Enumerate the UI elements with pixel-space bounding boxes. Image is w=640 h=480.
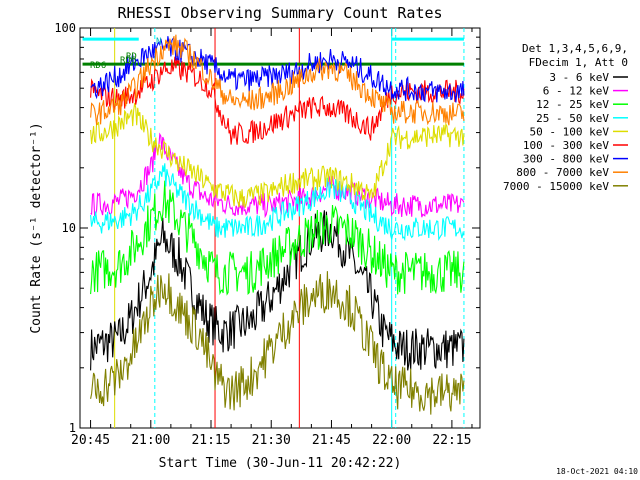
legend-entry-label: 300 - 800 keV (523, 153, 609, 166)
y-tick-label: 10 (62, 221, 76, 235)
x-tick-label: 21:15 (191, 433, 230, 448)
legend-entry-label: 100 - 300 keV (523, 139, 609, 152)
legend-entry-label: 800 - 7000 keV (516, 166, 609, 179)
y-axis: 1 10 100 (54, 21, 480, 435)
series-lines (90, 34, 465, 415)
series-line-5 (90, 56, 465, 145)
legend-entry-label: 6 - 12 keV (543, 85, 610, 98)
x-tick-label: 22:15 (432, 433, 471, 448)
series-line-2 (90, 180, 465, 296)
flag-label: RD6 (90, 61, 106, 71)
y-axis-label: Count Rate (s⁻¹ detector⁻¹) (29, 122, 44, 333)
x-axis: 20:45 21:00 21:15 21:30 21:45 22:00 22:15 (71, 28, 473, 448)
legend-entry-label: 25 - 50 keV (536, 112, 609, 125)
y-tick-label: 100 (54, 21, 76, 35)
x-tick-label: 21:45 (312, 433, 351, 448)
flag-lines (82, 37, 464, 66)
legend-entry-label: 3 - 6 keV (549, 71, 609, 84)
flag-label: RD (126, 52, 137, 62)
x-tick-label: 21:30 (252, 433, 291, 448)
series-line-7 (90, 34, 465, 126)
flag-label: RD6 (120, 56, 136, 66)
series-line-3 (90, 163, 465, 242)
footer-date: 18-Oct-2021 04:10 (556, 467, 638, 476)
series-line-1 (90, 132, 465, 219)
series-line-6 (90, 36, 465, 103)
legend-header: FDecim 1, Att 0 (529, 56, 628, 69)
legend-header: Det 1,3,4,5,6,9, (522, 42, 628, 55)
series-line-0 (90, 210, 465, 371)
y-tick-label: 1 (69, 421, 76, 435)
x-tick-label: 22:00 (372, 433, 411, 448)
x-axis-label: Start Time (30-Jun-11 20:42:22) (159, 456, 402, 471)
x-tick-label: 21:00 (131, 433, 170, 448)
legend-entry-label: 12 - 25 keV (536, 98, 609, 111)
legend-entry-label: 7000 - 15000 keV (503, 180, 609, 193)
legend: Det 1,3,4,5,6,9,FDecim 1, Att 0 3 - 6 keV… (503, 42, 628, 193)
series-line-8 (90, 271, 465, 415)
legend-entry-label: 50 - 100 keV (530, 125, 610, 138)
series-line-4 (90, 102, 465, 208)
flag-label: N (156, 37, 161, 47)
chart-title: RHESSI Observing Summary Count Rates (117, 4, 442, 22)
x-tick-label: 20:45 (71, 433, 110, 448)
